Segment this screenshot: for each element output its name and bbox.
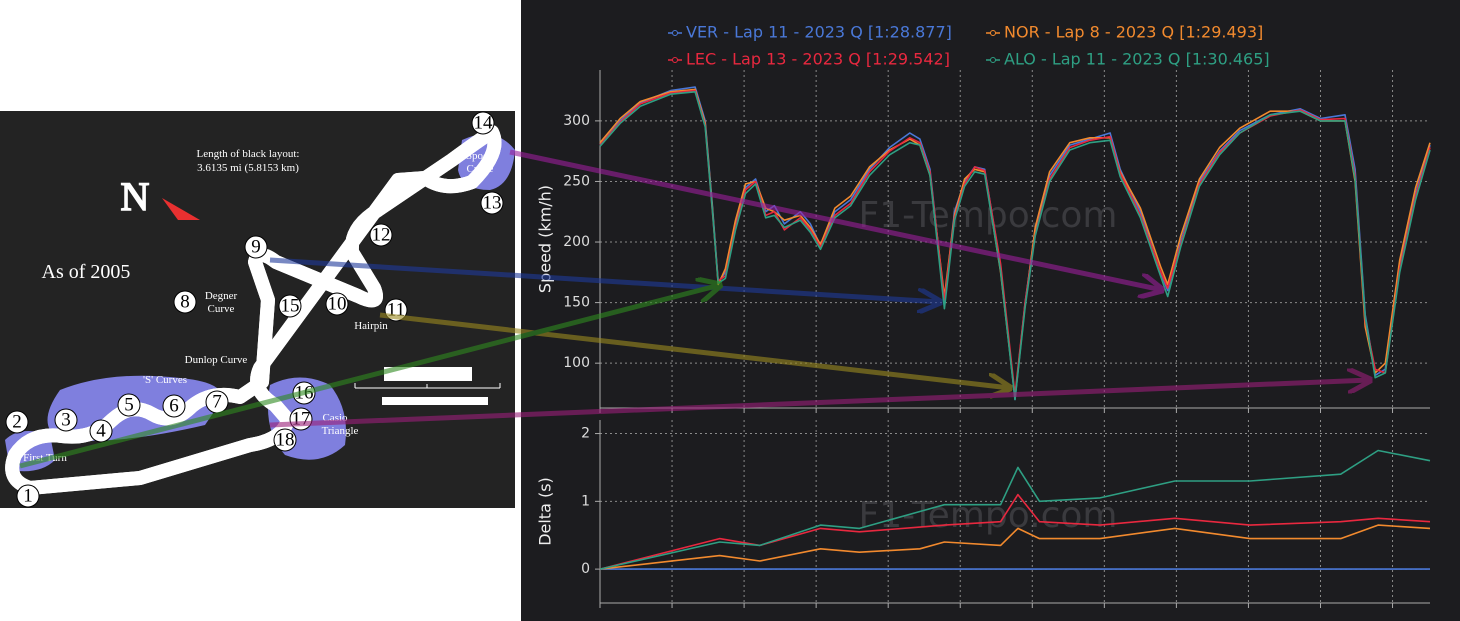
turn-number: 1 bbox=[23, 486, 33, 507]
turn-marker bbox=[480, 191, 504, 215]
turn-marker bbox=[273, 428, 297, 452]
arrow bbox=[269, 380, 1370, 428]
y-tick-label: 250 bbox=[563, 173, 590, 189]
turn-number: 5 bbox=[124, 395, 134, 416]
turn-number: 4 bbox=[96, 421, 106, 442]
corner-label: 'S' Curves bbox=[143, 374, 187, 386]
y-tick-label: 100 bbox=[563, 355, 590, 371]
corner-label: Curve bbox=[467, 163, 494, 175]
turn-marker bbox=[369, 223, 393, 247]
corner-label: Triangle bbox=[322, 425, 359, 437]
series-line bbox=[599, 493, 1431, 570]
turn-marker bbox=[16, 484, 40, 508]
y-tick-label: 1 bbox=[581, 493, 590, 509]
legend-marker bbox=[672, 57, 678, 63]
scale-box bbox=[384, 367, 472, 381]
turn-number: 12 bbox=[372, 225, 391, 246]
corner-label: Hairpin bbox=[354, 320, 388, 332]
length-note: 3.6135 mi (5.8153 km) bbox=[197, 162, 299, 174]
track-map: Length of black layout: 3.6135 mi (5.815… bbox=[0, 111, 515, 508]
turn-marker bbox=[325, 292, 349, 316]
arrow bbox=[509, 149, 1162, 290]
corner-label: Degner bbox=[205, 290, 238, 302]
turn-marker bbox=[244, 235, 268, 259]
turn-marker bbox=[278, 294, 302, 318]
legend-marker bbox=[672, 30, 678, 36]
y-tick-label: 0 bbox=[581, 561, 590, 577]
series-line bbox=[599, 91, 1431, 401]
note-box bbox=[382, 397, 488, 405]
turn-number: 10 bbox=[328, 294, 347, 315]
turn-number: 3 bbox=[61, 410, 71, 431]
scale-bar bbox=[354, 383, 501, 389]
turn-number: 6 bbox=[169, 396, 179, 417]
watermark: F1-Tempo.com bbox=[859, 195, 1118, 236]
length-note: Length of black layout: bbox=[197, 148, 300, 160]
legend-entry: LEC - Lap 13 - 2023 Q [1:29.542] bbox=[686, 50, 950, 69]
turn-number: 8 bbox=[180, 292, 190, 313]
legend-marker bbox=[990, 30, 996, 36]
turn-marker bbox=[173, 290, 197, 314]
era: As of 2005 bbox=[42, 261, 131, 283]
turn-number: 13 bbox=[483, 193, 502, 214]
y-tick-label: 300 bbox=[563, 113, 590, 129]
legend-entry: VER - Lap 11 - 2023 Q [1:28.877] bbox=[686, 23, 952, 42]
corner-label: Spoon bbox=[466, 150, 495, 162]
turn-number: 9 bbox=[251, 237, 261, 258]
chart-panel bbox=[521, 0, 1460, 621]
turn-number: 15 bbox=[281, 296, 300, 317]
legend-marker bbox=[990, 57, 996, 63]
track bbox=[12, 125, 494, 495]
turn-marker bbox=[117, 393, 141, 417]
scale: 1786 ft (544 m) bbox=[393, 369, 463, 381]
y-axis-label: Delta (s) bbox=[536, 477, 555, 546]
turn-marker bbox=[471, 111, 495, 135]
y-tick-label: 2 bbox=[581, 426, 590, 442]
turn-marker bbox=[89, 419, 113, 443]
y-axis-label: Speed (km/h) bbox=[536, 185, 555, 293]
turn-marker bbox=[5, 410, 29, 434]
arrow bbox=[379, 312, 1010, 388]
turn-number: 2 bbox=[12, 412, 22, 433]
compass-arrow bbox=[162, 198, 200, 220]
source-note: Map based on data from May 17, 2005 bbox=[388, 398, 481, 405]
turn-number: 18 bbox=[276, 430, 295, 451]
series-line bbox=[599, 524, 1431, 570]
corner-label: Curve bbox=[208, 303, 235, 315]
arrows bbox=[19, 149, 1370, 469]
watermark: F1-Tempo.com bbox=[859, 495, 1118, 536]
turn-marker bbox=[162, 394, 186, 418]
compass: N bbox=[121, 174, 150, 219]
corner-label: Dunlop Curve bbox=[185, 354, 248, 366]
y-tick-label: 150 bbox=[563, 295, 590, 311]
turn-number: 7 bbox=[212, 392, 222, 413]
legend-entry: ALO - Lap 11 - 2023 Q [1:30.465] bbox=[1004, 50, 1270, 69]
y-tick-label: 200 bbox=[563, 234, 590, 250]
arrow bbox=[19, 285, 720, 469]
arrow bbox=[269, 257, 940, 302]
turn-marker bbox=[54, 408, 78, 432]
turn-number: 14 bbox=[474, 113, 494, 134]
legend-entry: NOR - Lap 8 - 2023 Q [1:29.493] bbox=[1004, 23, 1263, 42]
series-line bbox=[599, 449, 1431, 570]
